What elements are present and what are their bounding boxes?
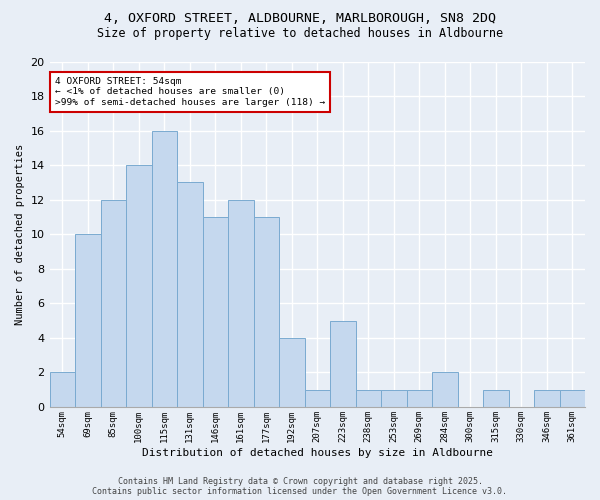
Text: 4, OXFORD STREET, ALDBOURNE, MARLBOROUGH, SN8 2DQ: 4, OXFORD STREET, ALDBOURNE, MARLBOROUGH…: [104, 12, 496, 26]
Bar: [560, 390, 585, 407]
Bar: [75, 234, 101, 407]
Bar: [356, 390, 381, 407]
Text: Size of property relative to detached houses in Aldbourne: Size of property relative to detached ho…: [97, 28, 503, 40]
Bar: [534, 390, 560, 407]
Bar: [228, 200, 254, 407]
Bar: [407, 390, 432, 407]
Bar: [432, 372, 458, 407]
Bar: [254, 217, 279, 407]
Bar: [305, 390, 330, 407]
Bar: [177, 182, 203, 407]
Bar: [101, 200, 126, 407]
Y-axis label: Number of detached properties: Number of detached properties: [15, 144, 25, 325]
X-axis label: Distribution of detached houses by size in Aldbourne: Distribution of detached houses by size …: [142, 448, 493, 458]
Bar: [483, 390, 509, 407]
Bar: [279, 338, 305, 407]
Bar: [50, 372, 75, 407]
Bar: [381, 390, 407, 407]
Bar: [152, 130, 177, 407]
Bar: [126, 165, 152, 407]
Bar: [203, 217, 228, 407]
Bar: [330, 320, 356, 407]
Text: 4 OXFORD STREET: 54sqm
← <1% of detached houses are smaller (0)
>99% of semi-det: 4 OXFORD STREET: 54sqm ← <1% of detached…: [55, 77, 325, 107]
Text: Contains HM Land Registry data © Crown copyright and database right 2025.
Contai: Contains HM Land Registry data © Crown c…: [92, 476, 508, 496]
